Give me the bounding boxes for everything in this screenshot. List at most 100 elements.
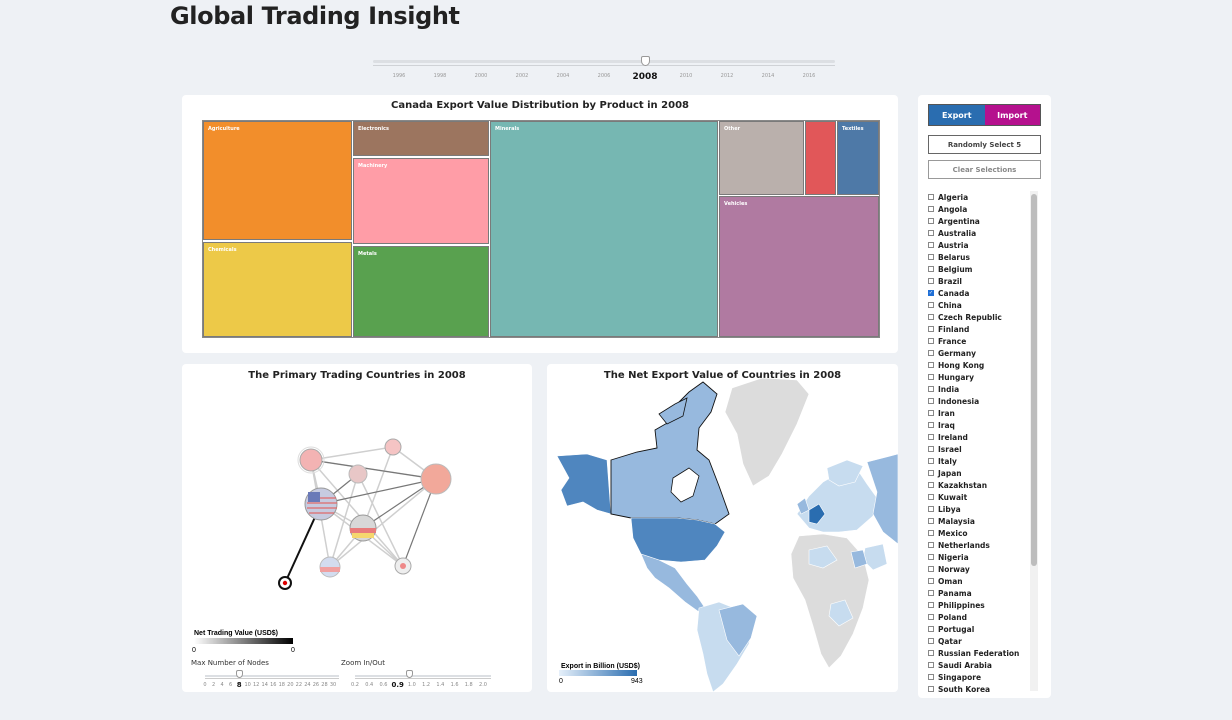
country-checkbox[interactable]	[928, 422, 934, 428]
node-japan[interactable]	[384, 438, 402, 456]
treemap-tile-machinery[interactable]: Machinery	[353, 158, 489, 244]
treemap-tile-electronics[interactable]: Electronics	[353, 121, 489, 156]
map-alaska[interactable]	[556, 453, 612, 515]
map-canada[interactable]	[610, 381, 730, 525]
max-nodes-thumb[interactable]	[236, 670, 243, 678]
country-checkbox[interactable]	[928, 530, 934, 536]
country-item[interactable]: France	[928, 335, 1028, 347]
country-item[interactable]: Algeria	[928, 191, 1028, 203]
country-checkbox[interactable]	[928, 266, 934, 272]
country-checkbox[interactable]	[928, 482, 934, 488]
map-algeria[interactable]	[808, 545, 838, 569]
world-map[interactable]: Export in Billion (USD$) 0 943	[547, 364, 898, 692]
country-item[interactable]: Ireland	[928, 431, 1028, 443]
map-saudi-arabia[interactable]	[862, 543, 888, 571]
country-item[interactable]: Oman	[928, 575, 1028, 587]
country-item[interactable]: Japan	[928, 467, 1028, 479]
country-checkbox[interactable]	[928, 506, 934, 512]
country-item[interactable]: Brazil	[928, 275, 1028, 287]
country-item[interactable]: Hong Kong	[928, 359, 1028, 371]
country-item[interactable]: Australia	[928, 227, 1028, 239]
country-item[interactable]: Austria	[928, 239, 1028, 251]
country-item[interactable]: Germany	[928, 347, 1028, 359]
year-slider-thumb[interactable]	[641, 56, 650, 66]
year-tick-label[interactable]: 2004	[556, 73, 570, 79]
year-tick-label[interactable]: 2002	[515, 73, 529, 79]
map-angola[interactable]	[828, 599, 854, 627]
country-checkbox[interactable]	[928, 674, 934, 680]
map-middle-east[interactable]	[850, 549, 868, 569]
year-slider-track[interactable]	[373, 60, 835, 63]
country-item[interactable]: Poland	[928, 611, 1028, 623]
year-tick-label[interactable]: 2000	[474, 73, 488, 79]
year-tick-label[interactable]: 1998	[433, 73, 447, 79]
zoom-thumb[interactable]	[406, 670, 413, 678]
clear-selections-button[interactable]: Clear Selections	[928, 160, 1041, 179]
country-checkbox[interactable]	[928, 446, 934, 452]
country-item[interactable]: Qatar	[928, 635, 1028, 647]
country-item[interactable]: Panama	[928, 587, 1028, 599]
country-item[interactable]: Netherlands	[928, 539, 1028, 551]
treemap-tile-textiles[interactable]: Textiles	[837, 121, 879, 195]
country-checkbox[interactable]	[928, 542, 934, 548]
country-item[interactable]: Saudi Arabia	[928, 659, 1028, 671]
zoom-track[interactable]	[355, 675, 491, 677]
country-item[interactable]: Kuwait	[928, 491, 1028, 503]
country-checkbox[interactable]	[928, 194, 934, 200]
country-checkbox[interactable]	[928, 326, 934, 332]
country-checkbox[interactable]	[928, 206, 934, 212]
country-checkbox[interactable]	[928, 314, 934, 320]
year-tick-label[interactable]: 2014	[761, 73, 775, 79]
max-nodes-slider[interactable]: Max Number of Nodes 0 2 4 6 8 10 12 14 16 18 20 22 2…	[191, 659, 339, 694]
year-tick-label[interactable]: 2016	[802, 73, 816, 79]
country-item[interactable]: Indonesia	[928, 395, 1028, 407]
random-select-button[interactable]: Randomly Select 5	[928, 135, 1041, 154]
export-toggle-button[interactable]: Export	[929, 105, 985, 125]
country-item[interactable]: Kazakhstan	[928, 479, 1028, 491]
country-checkbox[interactable]	[928, 686, 934, 692]
country-item[interactable]: Mexico	[928, 527, 1028, 539]
country-checkbox[interactable]	[928, 458, 934, 464]
country-item[interactable]: Israel	[928, 443, 1028, 455]
country-checkbox[interactable]	[928, 386, 934, 392]
country-item[interactable]: Malaysia	[928, 515, 1028, 527]
country-item[interactable]: Angola	[928, 203, 1028, 215]
node-germany-red[interactable]	[420, 463, 452, 495]
country-item[interactable]: Nigeria	[928, 551, 1028, 563]
map-usa[interactable]	[630, 517, 726, 563]
treemap-tile-unlabeled[interactable]	[805, 121, 836, 195]
country-checkbox[interactable]	[928, 302, 934, 308]
map-greenland[interactable]	[724, 377, 810, 487]
import-toggle-button[interactable]: Import	[984, 105, 1040, 125]
node-uk[interactable]	[348, 464, 368, 484]
year-tick-label[interactable]: 2010	[679, 73, 693, 79]
map-scandinavia[interactable]	[826, 459, 864, 487]
treemap-tile-other[interactable]: Other	[719, 121, 804, 195]
country-item[interactable]: Portugal	[928, 623, 1028, 635]
year-tick-label[interactable]: 2012	[720, 73, 734, 79]
country-item[interactable]: Canada	[928, 287, 1028, 299]
country-checkbox[interactable]	[928, 578, 934, 584]
country-checkbox[interactable]	[928, 410, 934, 416]
country-checkbox[interactable]	[928, 614, 934, 620]
country-item[interactable]: Norway	[928, 563, 1028, 575]
country-checkbox[interactable]	[928, 290, 934, 296]
country-checkbox[interactable]	[928, 254, 934, 260]
country-checkbox[interactable]	[928, 278, 934, 284]
treemap-tile-chemicals[interactable]: Chemicals	[203, 242, 352, 337]
year-tick-label[interactable]: 2008	[632, 72, 658, 82]
treemap-tile-metals[interactable]: Metals	[353, 246, 489, 337]
country-item[interactable]: Belarus	[928, 251, 1028, 263]
scrollbar-thumb[interactable]	[1031, 194, 1037, 566]
country-item[interactable]: Iran	[928, 407, 1028, 419]
country-checkbox[interactable]	[928, 590, 934, 596]
country-checkbox[interactable]	[928, 230, 934, 236]
country-checkbox[interactable]	[928, 398, 934, 404]
country-checkbox[interactable]	[928, 602, 934, 608]
year-tick-label[interactable]: 1996	[392, 73, 406, 79]
country-item[interactable]: India	[928, 383, 1028, 395]
map-germany[interactable]	[808, 503, 826, 525]
country-checkbox[interactable]	[928, 662, 934, 668]
network-graph[interactable]: Net Trading Value (USD$) 0 0	[182, 364, 532, 692]
country-checkbox[interactable]	[928, 434, 934, 440]
